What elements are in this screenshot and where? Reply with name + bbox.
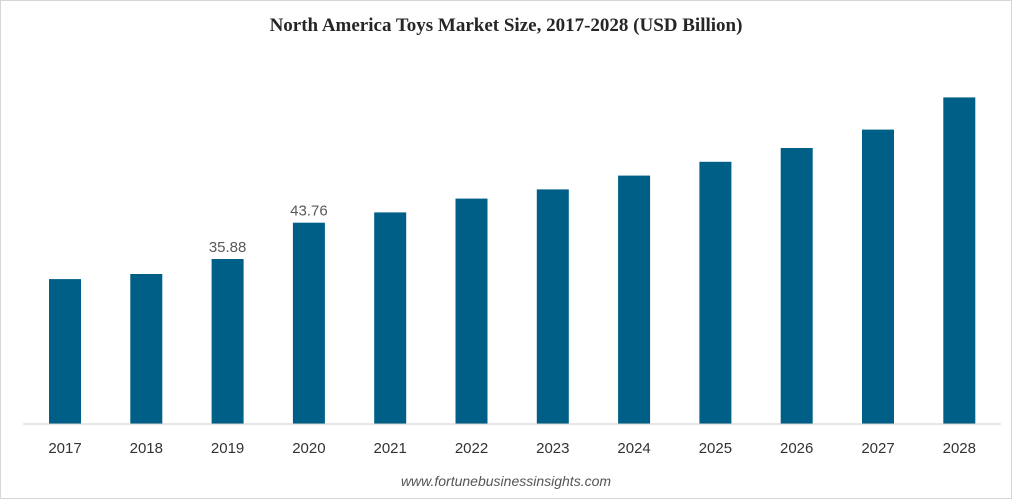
data-label-2020: 43.76 [290, 203, 328, 220]
source-footer: www.fortunebusinessinsights.com [400, 473, 612, 489]
x-tick-label-2018: 2018 [130, 440, 163, 457]
bar-2020 [292, 222, 325, 424]
x-tick-label-2024: 2024 [617, 440, 650, 457]
bar-2028 [943, 97, 976, 425]
x-tick-label-2028: 2028 [943, 440, 976, 457]
data-label-2019: 35.88 [209, 239, 247, 256]
x-tick-label-2021: 2021 [374, 440, 407, 457]
chart-title: North America Toys Market Size, 2017-202… [269, 15, 743, 36]
bar-2023 [536, 189, 569, 424]
bar-2027 [862, 129, 894, 424]
bar-2018 [130, 274, 163, 424]
labels-layer: 2017 2018 2019 35.88 2020 43.76 2021 2022 2023 20… [48, 203, 976, 457]
bar-2022 [455, 198, 488, 424]
bar-2021 [374, 212, 407, 424]
x-tick-label-2026: 2026 [780, 440, 813, 457]
x-tick-label-2025: 2025 [699, 440, 732, 457]
bar-2019 [211, 259, 244, 424]
x-tick-label-2022: 2022 [455, 440, 488, 457]
x-tick-label-2017: 2017 [48, 440, 81, 457]
x-tick-label-2023: 2023 [536, 440, 569, 457]
x-tick-label-2020: 2020 [292, 440, 325, 457]
x-tick-label-2027: 2027 [861, 440, 894, 457]
bar-2024 [618, 175, 651, 424]
x-tick-label-2019: 2019 [211, 440, 244, 457]
bar-2025 [699, 161, 732, 425]
bar-2026 [780, 148, 813, 424]
bar-2017 [49, 279, 81, 424]
bars-layer [49, 97, 976, 425]
